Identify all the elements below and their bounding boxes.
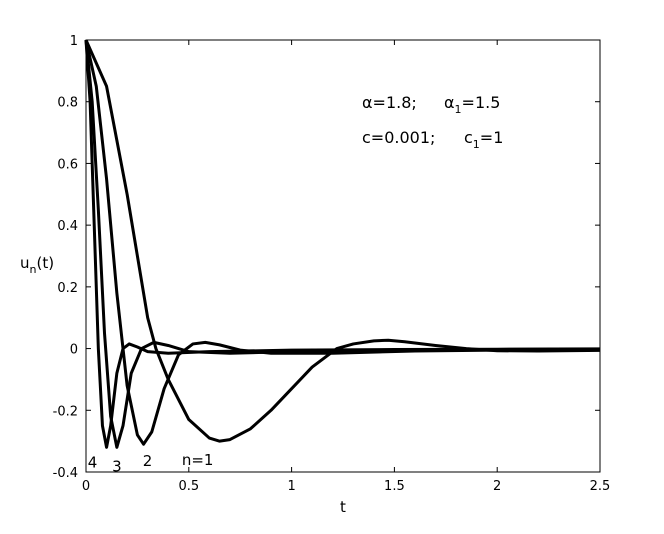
x-tick-label: 0.5 [178, 479, 199, 494]
x-tick-label: 1 [287, 479, 295, 494]
y-tick-label: -0.4 [53, 466, 78, 481]
annotation-main: α [444, 93, 455, 112]
y-tick-label: -0.2 [53, 404, 78, 419]
annotation-sub: 1 [473, 138, 480, 151]
annotation-sub: 1 [455, 103, 462, 116]
curve [84, 39, 601, 449]
curve-label: n=1 [182, 451, 214, 469]
curve [84, 39, 601, 449]
x-tick-label: 2.5 [590, 479, 611, 494]
y-tick-label: 0.4 [57, 219, 78, 234]
annotation: c=0.001; [362, 128, 435, 147]
x-tick-label: 0 [82, 479, 90, 494]
y-axis-label: un(t) [20, 254, 54, 276]
curve [84, 39, 601, 446]
annotation-main: c=0.001; [362, 128, 435, 147]
y-tick-label: 0.8 [57, 96, 78, 111]
y-tick-label: 1 [70, 34, 78, 49]
curve-label: 2 [143, 452, 153, 470]
y-tick-label: 0 [70, 343, 78, 358]
annotation-tail: =1.5 [462, 93, 501, 112]
annotation: α1=1.5 [444, 93, 500, 116]
annotation-tail: =1 [480, 128, 504, 147]
plot-frame [85, 39, 601, 473]
x-axis-label: t [340, 498, 346, 516]
y-axis-label-sub: n [30, 263, 37, 276]
curve-label: 4 [88, 453, 98, 471]
x-tick-label: 1.5 [384, 479, 405, 494]
curve [84, 39, 601, 443]
annotation-main: c [464, 128, 473, 147]
annotation: α=1.8; [362, 93, 417, 112]
y-tick-label: 0.6 [57, 157, 78, 172]
curve-label: 3 [112, 457, 122, 475]
y-axis-label-tail: (t) [37, 254, 55, 272]
annotation-main: α=1.8; [362, 93, 417, 112]
y-tick-label: 0.2 [57, 281, 78, 296]
x-tick-label: 2 [493, 479, 501, 494]
annotation: c1=1 [464, 128, 503, 151]
y-axis-label-main: u [20, 254, 30, 272]
